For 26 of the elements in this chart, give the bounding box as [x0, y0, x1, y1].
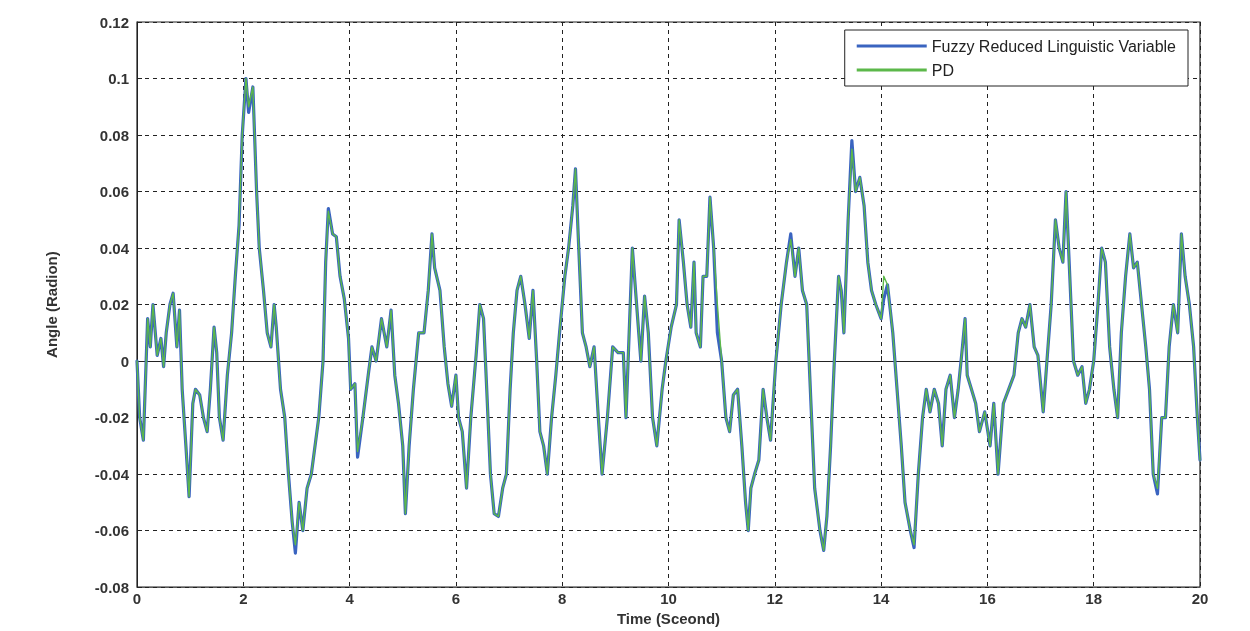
y-tick-label: -0.06 — [94, 522, 129, 540]
x-tick-label: 20 — [1191, 590, 1209, 608]
x-tick-label: 16 — [979, 590, 996, 608]
legend-label: Fuzzy Reduced Linguistic Variable — [931, 37, 1177, 55]
x-tick-label: 14 — [872, 590, 891, 608]
y-tick-label: -0.04 — [94, 465, 130, 483]
y-tick-label: 0.02 — [99, 296, 129, 314]
y-tick-label: 0.12 — [99, 13, 129, 31]
y-tick-label: 0.1 — [108, 70, 129, 88]
x-tick-label: 2 — [239, 590, 248, 608]
y-tick-label: -0.02 — [94, 409, 129, 427]
y-tick-label: 0.04 — [99, 239, 130, 257]
x-tick-label: 0 — [132, 590, 142, 608]
legend-label: PD — [931, 61, 954, 79]
x-tick-label: 10 — [660, 590, 677, 608]
y-tick-label: 0 — [120, 352, 129, 370]
x-tick-label: 4 — [345, 590, 355, 608]
y-tick-label: -0.08 — [94, 578, 129, 596]
y-tick-label: 0.06 — [99, 183, 129, 201]
x-tick-label: 8 — [558, 590, 567, 608]
x-tick-label: 18 — [1085, 590, 1103, 608]
x-axis-title: Time (Sceond) — [616, 610, 721, 627]
x-tick-label: 6 — [451, 590, 461, 608]
y-tick-label: 0.08 — [99, 126, 129, 144]
x-tick-label: 12 — [766, 590, 784, 608]
y-axis-title: Angle (Radion) — [43, 251, 60, 358]
